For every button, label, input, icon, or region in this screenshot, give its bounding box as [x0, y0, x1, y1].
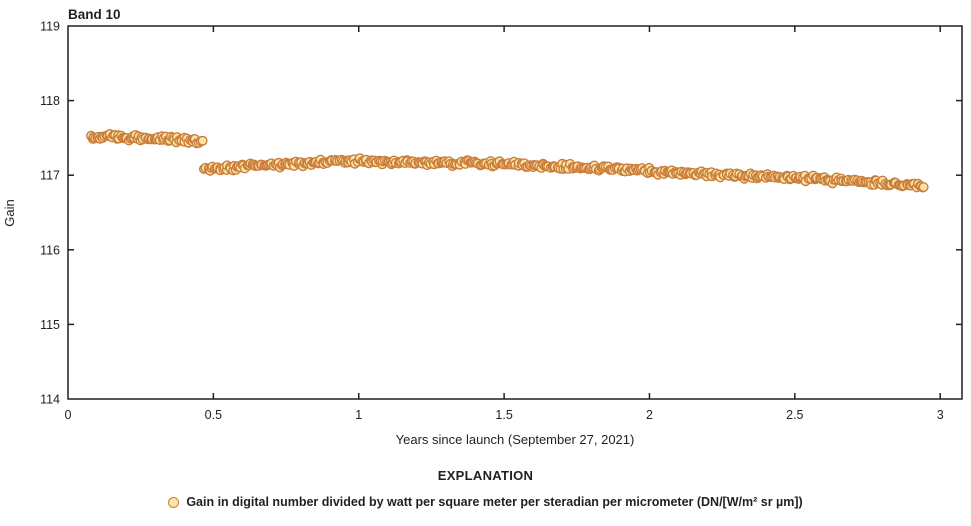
svg-text:2.5: 2.5: [786, 408, 803, 422]
chart-canvas: Band 10 Gain Years since launch (Septemb…: [2, 7, 963, 447]
axis-tick-labels: 0 0.5 1 1.5 2 2.5 3 114 115 116 117 118 119: [40, 20, 944, 423]
svg-text:116: 116: [40, 243, 60, 257]
svg-text:3: 3: [937, 408, 944, 422]
svg-text:1: 1: [355, 408, 362, 422]
svg-text:114: 114: [40, 393, 60, 407]
scatter-points-gain-series: [85, 128, 929, 193]
y-axis-label: Gain: [2, 199, 17, 226]
legend-item-gain: Gain in digital number divided by watt p…: [0, 495, 971, 509]
svg-text:0.5: 0.5: [205, 408, 222, 422]
svg-text:2: 2: [646, 408, 653, 422]
svg-text:115: 115: [40, 318, 60, 332]
gain-marker-icon: [168, 496, 180, 508]
explanation-section: EXPLANATION Gain in digital number divid…: [0, 455, 971, 509]
explanation-heading: EXPLANATION: [437, 468, 534, 483]
svg-text:117: 117: [40, 169, 60, 183]
svg-text:0: 0: [65, 408, 72, 422]
svg-text:119: 119: [40, 20, 60, 34]
svg-text:1.5: 1.5: [495, 408, 512, 422]
chart-title: Band 10: [68, 7, 121, 22]
svg-text:118: 118: [40, 94, 60, 108]
x-axis-label: Years since launch (September 27, 2021): [396, 432, 635, 447]
plot-frame: [67, 25, 963, 400]
legend-item-label: Gain in digital number divided by watt p…: [186, 495, 803, 509]
